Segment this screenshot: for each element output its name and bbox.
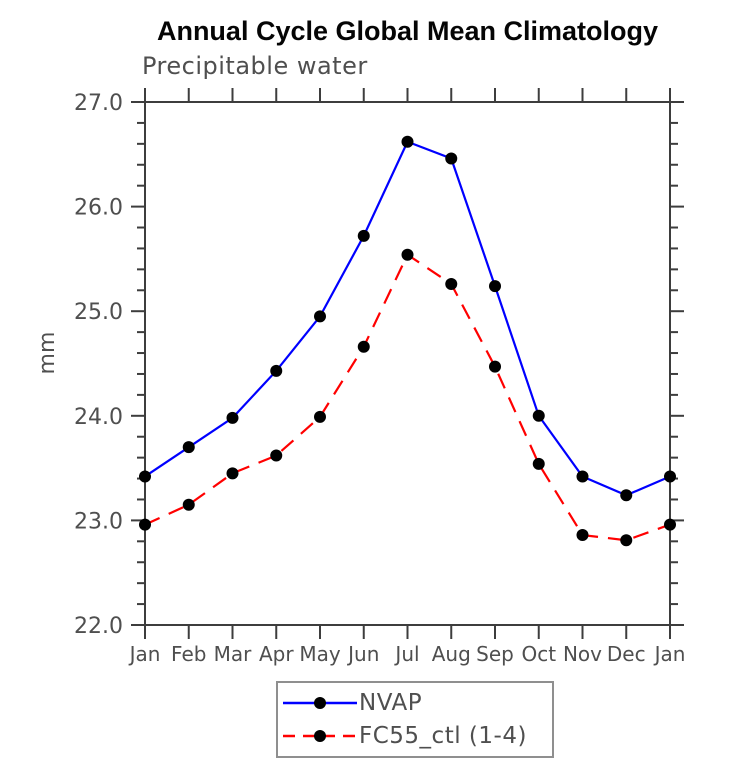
legend-item-nvap: NVAP <box>281 687 552 720</box>
legend-line-sample-fc55 <box>283 730 357 742</box>
x-tick-label: Jan <box>653 642 686 666</box>
y-tick-label: 24.0 <box>74 405 123 430</box>
legend-marker-nvap <box>314 697 326 709</box>
legend-label-nvap: NVAP <box>359 690 423 716</box>
series-marker-0 <box>139 470 151 483</box>
y-tick-label: 23.0 <box>74 509 123 534</box>
x-tick-label: Oct <box>521 642 556 666</box>
legend-box: NVAP FC55_ctl (1-4) <box>276 681 554 758</box>
series-marker-0 <box>489 280 501 293</box>
series-marker-0 <box>576 470 589 483</box>
x-tick-label: Apr <box>259 642 294 666</box>
x-tick-label: May <box>299 642 341 666</box>
y-tick-label: 26.0 <box>74 196 123 221</box>
x-tick-label: Aug <box>432 642 471 666</box>
legend-label-fc55: FC55_ctl (1-4) <box>359 723 527 749</box>
series-marker-0 <box>401 135 414 148</box>
legend-line-sample-nvap <box>283 697 357 709</box>
series-marker-1 <box>401 248 414 261</box>
series-marker-0 <box>270 364 283 377</box>
series-marker-1 <box>489 360 501 373</box>
series-marker-1 <box>226 467 239 480</box>
series-marker-0 <box>226 411 239 424</box>
series-marker-1 <box>314 410 326 423</box>
series-marker-1 <box>620 534 633 547</box>
series-marker-1 <box>270 449 283 462</box>
x-tick-label: Jul <box>393 642 419 666</box>
legend-item-fc55: FC55_ctl (1-4) <box>281 720 552 753</box>
chart-title: Annual Cycle Global Mean Climatology <box>156 16 659 46</box>
series-marker-1 <box>576 529 589 542</box>
x-tick-label: Dec <box>607 642 646 666</box>
y-tick-label: 25.0 <box>74 300 123 325</box>
series-marker-0 <box>182 441 195 454</box>
x-tick-label: Jun <box>346 642 379 666</box>
series-marker-1 <box>139 518 151 531</box>
y-tick-label: 27.0 <box>74 91 123 116</box>
x-tick-label: Jan <box>128 642 161 666</box>
series-marker-0 <box>664 470 676 483</box>
series-marker-1 <box>182 498 195 511</box>
series-marker-0 <box>314 310 326 323</box>
chart-subtitle: Precipitable water <box>142 52 368 80</box>
y-tick-label: 22.0 <box>74 614 123 639</box>
x-tick-label: Feb <box>171 642 206 666</box>
series-marker-1 <box>445 278 458 291</box>
series-line-1 <box>144 253 671 542</box>
series-marker-1 <box>357 340 370 353</box>
series-line-0 <box>144 140 671 497</box>
series-marker-1 <box>664 518 676 531</box>
series-marker-1 <box>532 457 545 470</box>
plot-frame <box>144 101 671 626</box>
series-marker-0 <box>357 229 370 242</box>
series-marker-0 <box>620 489 633 502</box>
series-marker-0 <box>445 152 458 165</box>
x-tick-label: Mar <box>214 642 253 666</box>
series-marker-0 <box>532 409 545 422</box>
x-tick-label: Sep <box>476 642 514 666</box>
x-tick-label: Nov <box>563 642 602 666</box>
legend-marker-fc55 <box>314 730 326 742</box>
